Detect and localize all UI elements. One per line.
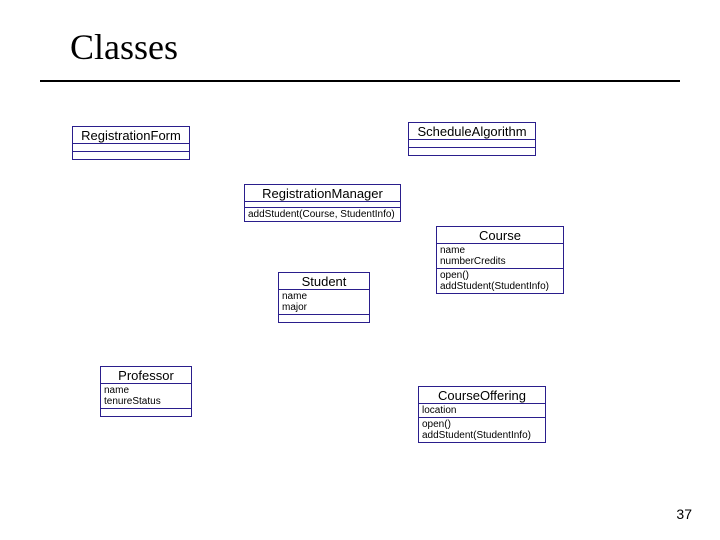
class-attributes: location [418, 404, 546, 418]
class-name: CourseOffering [418, 386, 546, 404]
class-operations: open() addStudent(StudentInfo) [418, 418, 546, 443]
class-name: Student [278, 272, 370, 290]
class-name: RegistrationManager [244, 184, 401, 202]
class-name: Course [436, 226, 564, 244]
class-course-offering: CourseOffering location open() addStuden… [418, 386, 546, 443]
class-student: Student name major [278, 272, 370, 323]
class-course: Course name numberCredits open() addStud… [436, 226, 564, 294]
class-schedule-algorithm: ScheduleAlgorithm [408, 122, 536, 156]
class-registration-form: RegistrationForm [72, 126, 190, 160]
class-operations [72, 152, 190, 160]
title-underline [40, 80, 680, 82]
class-registration-manager: RegistrationManager addStudent(Course, S… [244, 184, 401, 222]
class-operations [278, 315, 370, 323]
class-attributes: name major [278, 290, 370, 315]
class-name: RegistrationForm [72, 126, 190, 144]
class-attributes [408, 140, 536, 148]
class-attributes [72, 144, 190, 152]
class-operations [408, 148, 536, 156]
page-title: Classes [70, 26, 178, 68]
class-operations: open() addStudent(StudentInfo) [436, 269, 564, 294]
class-name: Professor [100, 366, 192, 384]
class-name: ScheduleAlgorithm [408, 122, 536, 140]
class-operations [100, 409, 192, 417]
class-attributes: name tenureStatus [100, 384, 192, 409]
class-professor: Professor name tenureStatus [100, 366, 192, 417]
class-attributes: name numberCredits [436, 244, 564, 269]
page-number: 37 [676, 506, 692, 522]
class-operations: addStudent(Course, StudentInfo) [244, 208, 401, 222]
